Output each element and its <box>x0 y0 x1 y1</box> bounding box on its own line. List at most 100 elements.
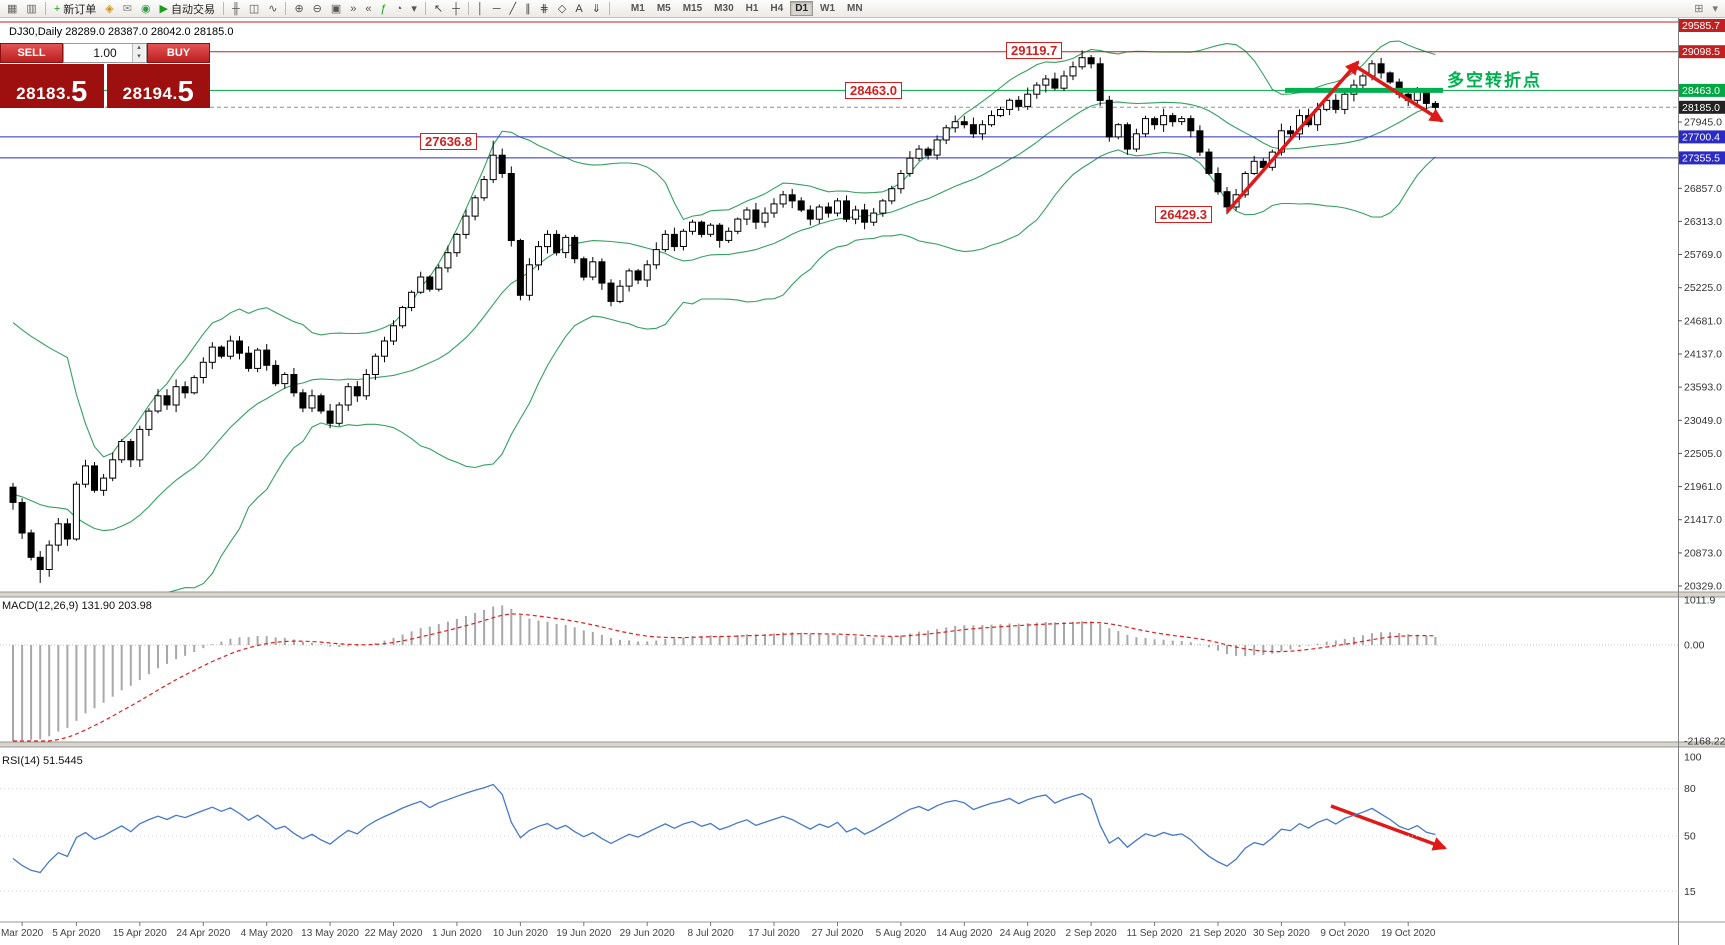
zoom-out-icon[interactable]: ⊖ <box>309 1 326 17</box>
timeframe-m15-button[interactable]: M15 <box>678 1 707 16</box>
toolbar-separator <box>424 2 426 15</box>
svg-text:4 May 2020: 4 May 2020 <box>241 928 294 939</box>
svg-text:26857.0: 26857.0 <box>1684 183 1722 195</box>
new-order-button-label: 新订单 <box>63 3 97 16</box>
shapes-icon[interactable]: ◇ <box>554 1 570 17</box>
date-axis[interactable]: Mar 2020 5 Apr 2020 15 Apr 2020 24 Apr 2020… <box>1 922 1436 939</box>
toolbar-separator <box>467 2 469 15</box>
svg-text:23049.0: 23049.0 <box>1684 415 1722 427</box>
volume-spinner: ▴ ▾ <box>132 44 145 62</box>
equidistant-channel-icon[interactable]: ∥ <box>521 1 535 17</box>
timeframe-w1-button[interactable]: W1 <box>815 1 840 16</box>
line-chart-icon[interactable]: ∿ <box>264 1 281 17</box>
bar-chart-icon[interactable]: ╫ <box>228 1 244 17</box>
new-chart-icon-glyph-icon: ▦ <box>7 2 18 15</box>
svg-text:1011.9: 1011.9 <box>1684 594 1715 606</box>
indicators-icon[interactable]: ƒ <box>377 1 391 17</box>
cursor-icon[interactable]: ↖ <box>430 1 447 17</box>
horizontal-line-icon[interactable]: ─ <box>489 1 505 17</box>
tile-windows-icon[interactable]: ▣ <box>327 1 345 17</box>
templates-icon[interactable]: ▾ <box>407 1 421 17</box>
fibonacci-icon-glyph-icon: ⋕ <box>539 2 549 15</box>
trendline-icon[interactable]: ╱ <box>506 1 521 17</box>
svg-text:5 Apr 2020: 5 Apr 2020 <box>52 928 101 939</box>
svg-text:10 Jun 2020: 10 Jun 2020 <box>493 928 548 939</box>
tile-windows-icon-glyph-icon: ▣ <box>330 2 342 15</box>
text-label-icon-glyph-icon: A <box>575 2 583 15</box>
svg-text:2 Sep 2020: 2 Sep 2020 <box>1066 928 1118 939</box>
zoom-in-icon[interactable]: ⊕ <box>290 1 307 17</box>
svg-text:5 Aug 2020: 5 Aug 2020 <box>876 928 927 939</box>
mailbox-icon[interactable]: ✉ <box>119 1 136 17</box>
periods-icon[interactable]: ◔ <box>392 1 407 17</box>
svg-text:26313.0: 26313.0 <box>1684 216 1722 228</box>
alerts-icon[interactable]: ◈ <box>101 1 117 17</box>
svg-text:27945.0: 27945.0 <box>1684 116 1722 128</box>
toolbar: ▦ ▥ + 新订单 ◈ ✉ ◉ ▶ 自动交易 ╫ ◫ ∿ ⊕ ⊖ ▣» «ƒ ◔ ▾ ↖ ┼ │ ─ ╱ ∥ ⋕ ◇ A ⇓ M1 M5 M… <box>0 0 1725 18</box>
svg-text:25225.0: 25225.0 <box>1684 282 1722 294</box>
svg-text:21 Sep 2020: 21 Sep 2020 <box>1190 928 1247 939</box>
toolbar-separator <box>223 2 225 15</box>
crosshair-icon[interactable]: ┼ <box>448 1 464 17</box>
new-chart-icon[interactable]: ▦ <box>3 1 21 17</box>
svg-text:Mar 2020: Mar 2020 <box>1 928 44 939</box>
sell-price-pip: 5 <box>71 76 88 108</box>
volume-down-button[interactable]: ▾ <box>133 53 145 62</box>
svg-text:9 Oct 2020: 9 Oct 2020 <box>1320 928 1369 939</box>
svg-text:20873.0: 20873.0 <box>1684 547 1722 559</box>
horizontal-line-icon-glyph-icon: ─ <box>492 2 501 15</box>
arrow-objects-icon[interactable]: ⇓ <box>588 1 605 17</box>
sell-button[interactable]: SELL <box>0 43 63 63</box>
timeframe-m1-button[interactable]: M1 <box>626 1 650 16</box>
candlesticks <box>9 50 1439 583</box>
chart-profiles-icon[interactable]: ▥ <box>22 1 40 17</box>
timeframe-d1-button[interactable]: D1 <box>790 1 814 16</box>
svg-text:13 May 2020: 13 May 2020 <box>301 928 359 939</box>
price-line-label-29119[interactable]: 29119.7 <box>1006 42 1063 59</box>
price-line-label-28463[interactable]: 28463.0 <box>845 82 902 99</box>
line-chart-icon-glyph-icon: ∿ <box>268 2 278 15</box>
timeframe-h4-button[interactable]: H4 <box>765 1 788 16</box>
auto-scroll-icon[interactable]: » <box>346 1 360 17</box>
trend-arrows[interactable] <box>1225 60 1447 851</box>
timeframe-m5-button[interactable]: M5 <box>652 1 676 16</box>
buy-price-main: 28194. <box>122 84 178 103</box>
buy-button[interactable]: BUY <box>147 43 210 63</box>
autotrading-button-label: 自动交易 <box>171 3 216 16</box>
vertical-line-icon[interactable]: │ <box>473 1 488 17</box>
sell-price-display[interactable]: 28183. 5 <box>0 64 104 108</box>
market-icon[interactable]: ◉ <box>137 1 155 17</box>
svg-text:22505.0: 22505.0 <box>1684 448 1722 460</box>
volume-up-button[interactable]: ▴ <box>133 44 145 53</box>
macd-axis[interactable]: 1011.9 0.00 -2168.22 <box>1684 594 1725 747</box>
svg-text:19 Jun 2020: 19 Jun 2020 <box>556 928 611 939</box>
vertical-line-icon-glyph-icon: │ <box>476 2 484 15</box>
new-order-button[interactable]: + 新订单 <box>50 1 100 17</box>
fibonacci-icon[interactable]: ⋕ <box>536 1 553 17</box>
turning-point-annotation[interactable]: 多空转折点 <box>1447 71 1542 90</box>
text-label-icon[interactable]: A <box>571 1 586 17</box>
shapes-icon-glyph-icon: ◇ <box>557 2 567 15</box>
magnifier-icon[interactable]: ⊞ <box>1690 1 1707 17</box>
svg-text:21417.0: 21417.0 <box>1684 514 1722 526</box>
timeframe-h1-button[interactable]: H1 <box>741 1 764 16</box>
rsi-indicator <box>0 783 1678 892</box>
candlestick-chart-icon[interactable]: ◫ <box>245 1 263 17</box>
svg-text:27355.5: 27355.5 <box>1682 152 1720 164</box>
autotrading-button[interactable]: ▶ 自动交易 <box>156 1 219 17</box>
buy-price-display[interactable]: 28194. 5 <box>106 64 210 108</box>
timeframe-m30-button[interactable]: M30 <box>709 1 738 16</box>
rsi-axis[interactable]: 100 80 50 15 <box>1684 752 1702 898</box>
bar-chart-icon-glyph-icon: ╫ <box>232 2 240 15</box>
cursor-icon-glyph-icon: ↖ <box>433 2 444 15</box>
volume-field[interactable]: 1.00 ▴ ▾ <box>63 43 147 63</box>
chart-shift-icon[interactable]: « <box>361 1 375 17</box>
price-axis[interactable]: 27945.027401.026857.026313.025769.025225… <box>1678 19 1725 593</box>
volume-value: 1.00 <box>93 46 117 60</box>
price-line-label-26429[interactable]: 26429.3 <box>1155 206 1212 223</box>
price-line-label-27636[interactable]: 27636.8 <box>420 133 477 150</box>
zoom-out-icon-glyph-icon: ⊖ <box>312 2 322 15</box>
window-menu-icon[interactable]: ▾ <box>1708 1 1722 17</box>
timeframe-mn-button[interactable]: MN <box>842 1 868 16</box>
